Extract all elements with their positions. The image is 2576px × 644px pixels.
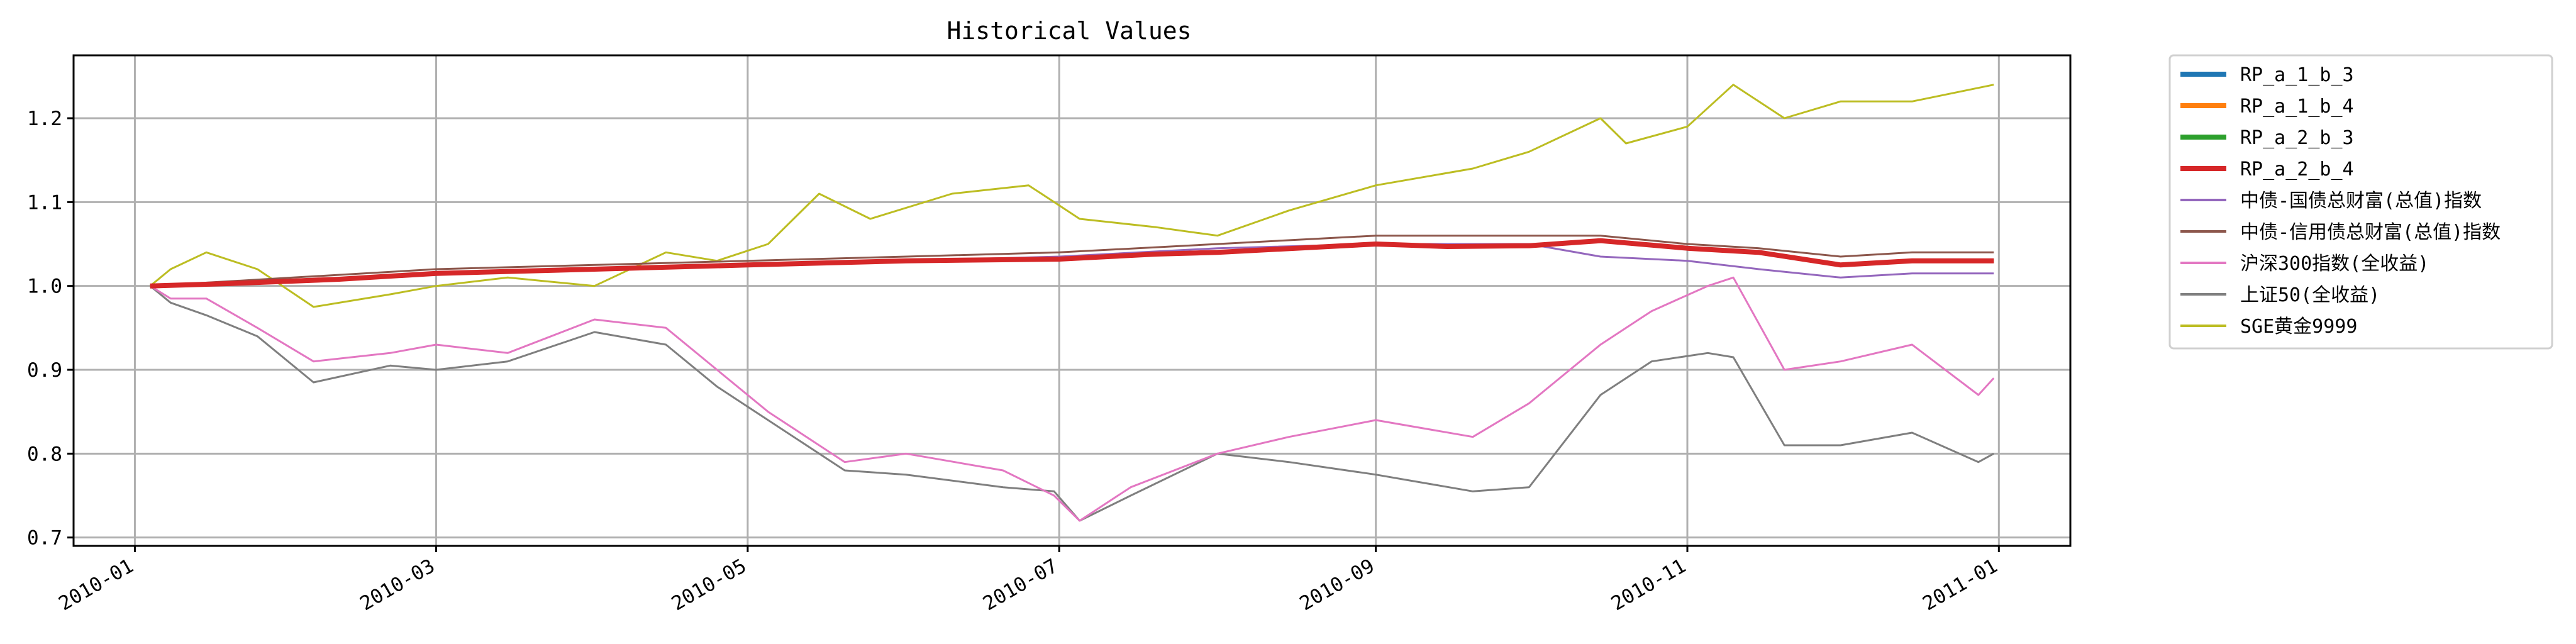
y-tick-label: 0.7 bbox=[27, 527, 62, 550]
grid bbox=[74, 55, 2070, 546]
legend-label: 中债-国债总财富(总值)指数 bbox=[2240, 190, 2482, 212]
y-tick-label: 1.0 bbox=[27, 275, 62, 298]
y-tick-label: 0.9 bbox=[27, 359, 62, 382]
series-line-7 bbox=[149, 285, 1994, 522]
legend-label: RP_a_1_b_3 bbox=[2240, 64, 2354, 86]
legend-label: SGE黄金9999 bbox=[2240, 316, 2357, 338]
series-line-5 bbox=[150, 235, 1994, 287]
y-tick-label: 1.1 bbox=[27, 191, 62, 214]
legend-label: 中债-信用债总财富(总值)指数 bbox=[2240, 221, 2501, 243]
legend-label: RP_a_2_b_3 bbox=[2240, 127, 2354, 149]
legend-box bbox=[2168, 54, 2553, 350]
y-tick-label: 1.2 bbox=[27, 108, 62, 130]
legend-label: 沪深300指数(全收益) bbox=[2240, 253, 2429, 275]
legend: RP_a_1_b_3 RP_a_1_b_4 RP_a_2_b_3 RP_a_2_b_4… bbox=[2168, 54, 2553, 350]
legend-label: 上证50(全收益) bbox=[2240, 284, 2380, 306]
series-line-6 bbox=[150, 276, 1995, 522]
chart-title: Historical Values bbox=[947, 17, 1192, 45]
legend-label: RP_a_2_b_4 bbox=[2240, 158, 2354, 180]
legend-label: RP_a_1_b_4 bbox=[2240, 96, 2354, 118]
plot-area-frame bbox=[72, 54, 2072, 547]
y-axis: 0.7 0.8 0.9 1.0 1.1 1.2 bbox=[27, 108, 74, 550]
series-layer bbox=[149, 84, 1995, 522]
series-line-8 bbox=[149, 84, 1994, 308]
y-tick-label: 0.8 bbox=[27, 443, 62, 465]
series-line-3 bbox=[150, 238, 1994, 289]
